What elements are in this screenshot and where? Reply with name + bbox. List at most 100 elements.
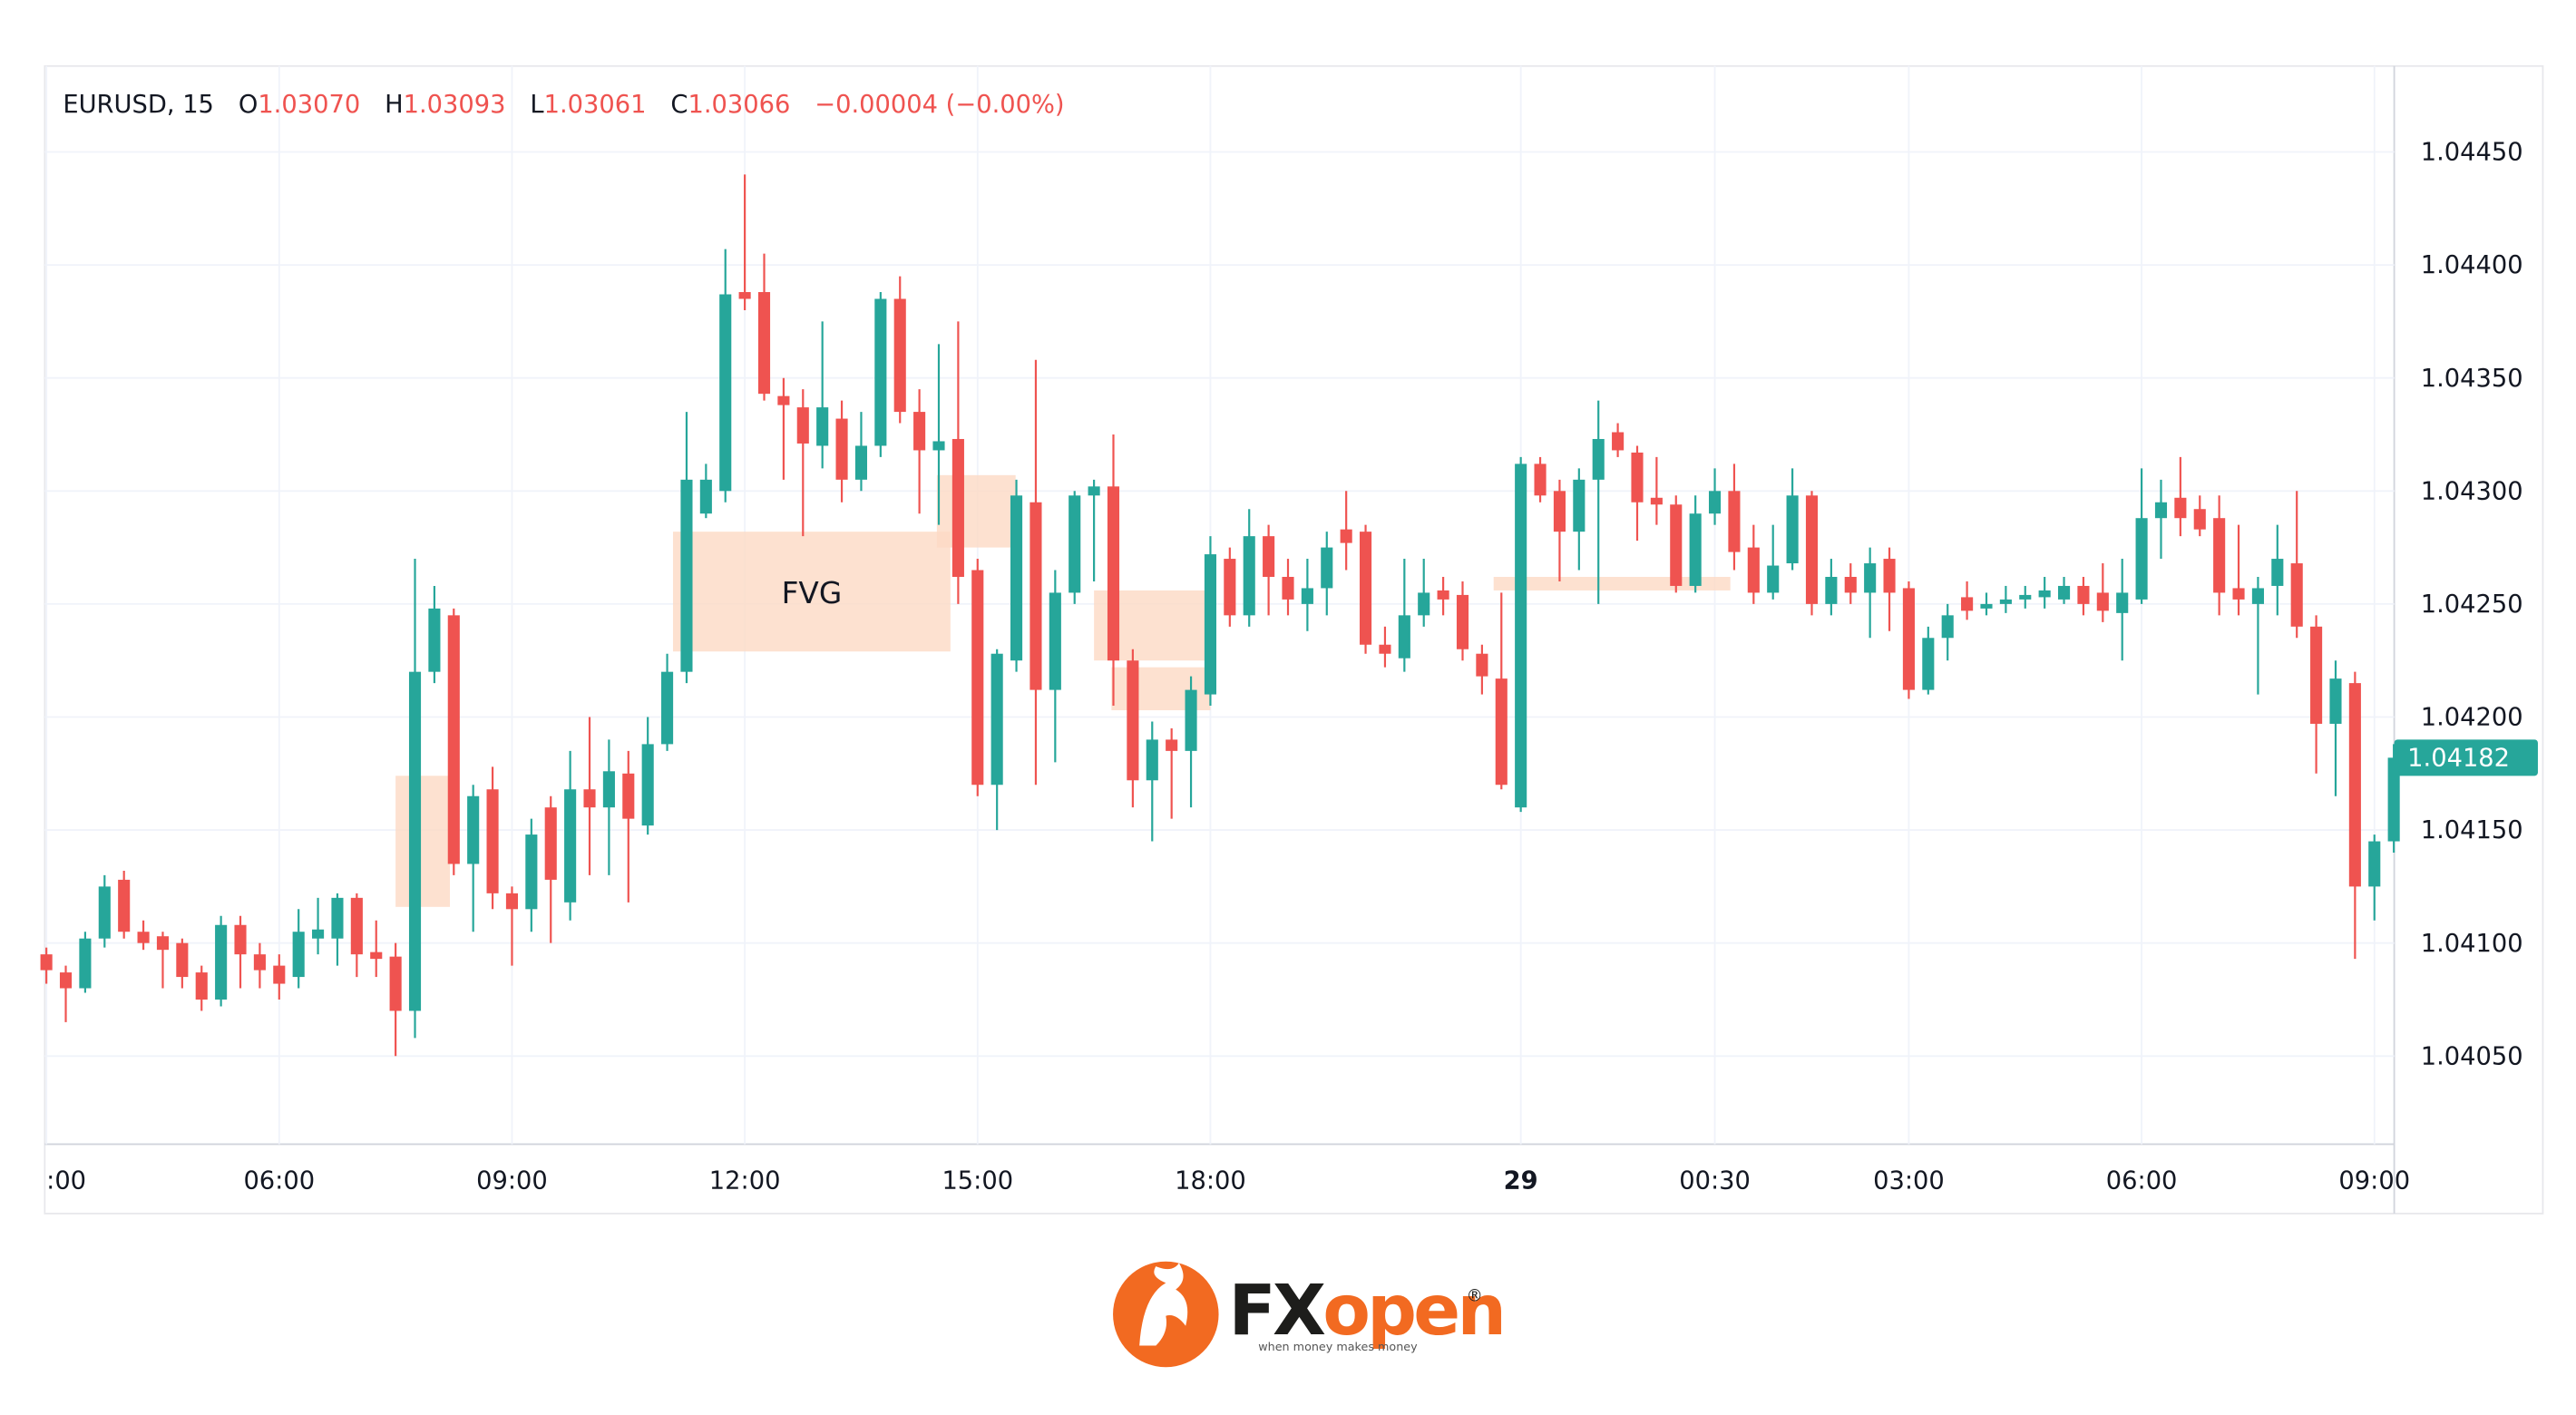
y-tick-label: 1.04150 bbox=[2421, 816, 2523, 844]
candle-body bbox=[544, 807, 557, 880]
candle-body bbox=[641, 744, 654, 826]
candle-body bbox=[1282, 576, 1294, 600]
candle-body bbox=[2077, 585, 2090, 604]
candle-body bbox=[1883, 559, 1896, 593]
candle-body bbox=[622, 773, 635, 819]
candle-body bbox=[1437, 590, 1449, 600]
chart-frame bbox=[44, 64, 2544, 1215]
candle-body bbox=[1495, 678, 1508, 786]
candle-body bbox=[1534, 464, 1547, 496]
y-tick-label: 1.04400 bbox=[2421, 251, 2523, 279]
candle-body bbox=[2154, 502, 2168, 519]
x-tick-label: 06:00 bbox=[243, 1167, 315, 1195]
candle-body bbox=[990, 653, 1003, 786]
candle-body bbox=[428, 608, 441, 672]
c-label: C bbox=[670, 91, 688, 119]
candle-body bbox=[2057, 585, 2071, 600]
candle-body bbox=[1612, 432, 1625, 451]
x-tick-label: 15:00 bbox=[942, 1167, 1013, 1195]
candle-body bbox=[1088, 486, 1100, 496]
candle-body bbox=[331, 897, 344, 939]
candle-body bbox=[447, 615, 460, 864]
y-tick-label: 1.04050 bbox=[2421, 1042, 2523, 1070]
logo-lion bbox=[1139, 1263, 1188, 1346]
candle-body bbox=[1689, 513, 1702, 586]
candle-body bbox=[1146, 739, 1158, 781]
candle-body bbox=[176, 942, 189, 978]
candle-body bbox=[1456, 594, 1469, 649]
brand-a: FX bbox=[1228, 1271, 1325, 1352]
candle-body bbox=[1573, 479, 1586, 532]
candle-body bbox=[2174, 497, 2187, 519]
zone-label: FVG bbox=[782, 576, 843, 610]
fvg-zone bbox=[672, 532, 951, 652]
x-tick-label: 09:00 bbox=[476, 1167, 548, 1195]
candle-body bbox=[2271, 559, 2284, 586]
candle-body bbox=[292, 932, 305, 978]
brand-fx: FXopen bbox=[1228, 1271, 1503, 1352]
candle-body bbox=[1844, 576, 1857, 593]
last-price-tag bbox=[2394, 739, 2538, 776]
candle-body bbox=[1204, 554, 1216, 695]
c-value: 1.03066 bbox=[688, 91, 790, 119]
candle-body bbox=[2019, 594, 2032, 600]
candle-body bbox=[2387, 757, 2400, 842]
candle-body bbox=[1185, 689, 1197, 751]
candle-body bbox=[1398, 615, 1410, 659]
candle-body bbox=[1864, 563, 1877, 593]
candle-body bbox=[1767, 565, 1780, 593]
x-tick-label: 09:00 bbox=[2338, 1167, 2410, 1195]
candle-body bbox=[816, 407, 829, 446]
candle-body bbox=[195, 972, 208, 1000]
y-tick-label: 1.04450 bbox=[2421, 139, 2523, 167]
candle-body bbox=[2310, 626, 2323, 724]
candle-body bbox=[1728, 491, 1741, 552]
axes: 1.04050 1.04100 1.04150 1.04200 1.04250 1.043… bbox=[46, 139, 2538, 1195]
candle-body bbox=[1592, 438, 1605, 480]
candle-body bbox=[2193, 509, 2206, 530]
candle-body bbox=[312, 929, 325, 939]
candle-body bbox=[486, 789, 499, 893]
y-tick-label: 1.04350 bbox=[2421, 365, 2523, 393]
candle-body bbox=[253, 954, 266, 971]
candle-body bbox=[389, 956, 402, 1011]
x-tick-label: 29 bbox=[1504, 1167, 1538, 1195]
candle-body bbox=[1999, 599, 2012, 604]
candle-body bbox=[1902, 588, 1915, 690]
candle-body bbox=[2135, 518, 2148, 600]
candle-body bbox=[408, 671, 422, 1011]
candle-body bbox=[2290, 563, 2303, 627]
y-tick-label: 1.04100 bbox=[2421, 930, 2523, 958]
candle-body bbox=[1224, 559, 1236, 616]
candle-body bbox=[59, 972, 73, 989]
candle-body bbox=[1301, 588, 1313, 604]
candle-body bbox=[1961, 597, 1974, 611]
x-tick-label: 00:30 bbox=[1679, 1167, 1751, 1195]
candle-body bbox=[1418, 592, 1430, 616]
x-tick-label: 03:00 bbox=[1873, 1167, 1945, 1195]
y-tick-label: 1.04300 bbox=[2421, 477, 2523, 505]
fvg-zone bbox=[936, 474, 1016, 548]
l-value: 1.03061 bbox=[544, 91, 647, 119]
candle-body bbox=[1029, 502, 1042, 690]
candle-body bbox=[234, 924, 247, 955]
candle-body bbox=[1127, 660, 1139, 781]
candle-body bbox=[1107, 486, 1120, 661]
legend-header: EURUSD, 15 O1.03070 H1.03093 L1.03061 C1… bbox=[63, 91, 1064, 119]
candle-body bbox=[156, 936, 170, 951]
last-price-label: 1.04182 bbox=[2407, 744, 2510, 772]
candle-body bbox=[1825, 576, 1838, 604]
candle-body bbox=[137, 932, 150, 943]
candle-body bbox=[1631, 452, 1644, 503]
candle-body bbox=[1670, 504, 1683, 586]
symbol: EURUSD, 15 bbox=[63, 91, 214, 119]
x-tick-label: 06:00 bbox=[2106, 1167, 2178, 1195]
candle-body bbox=[215, 924, 228, 1000]
candle-body bbox=[757, 292, 771, 395]
candle-body bbox=[1708, 491, 1722, 514]
candle-body bbox=[1166, 739, 1178, 751]
candle-body bbox=[1263, 536, 1275, 577]
candle-body bbox=[680, 479, 693, 672]
y-tick-label: 1.04200 bbox=[2421, 704, 2523, 732]
